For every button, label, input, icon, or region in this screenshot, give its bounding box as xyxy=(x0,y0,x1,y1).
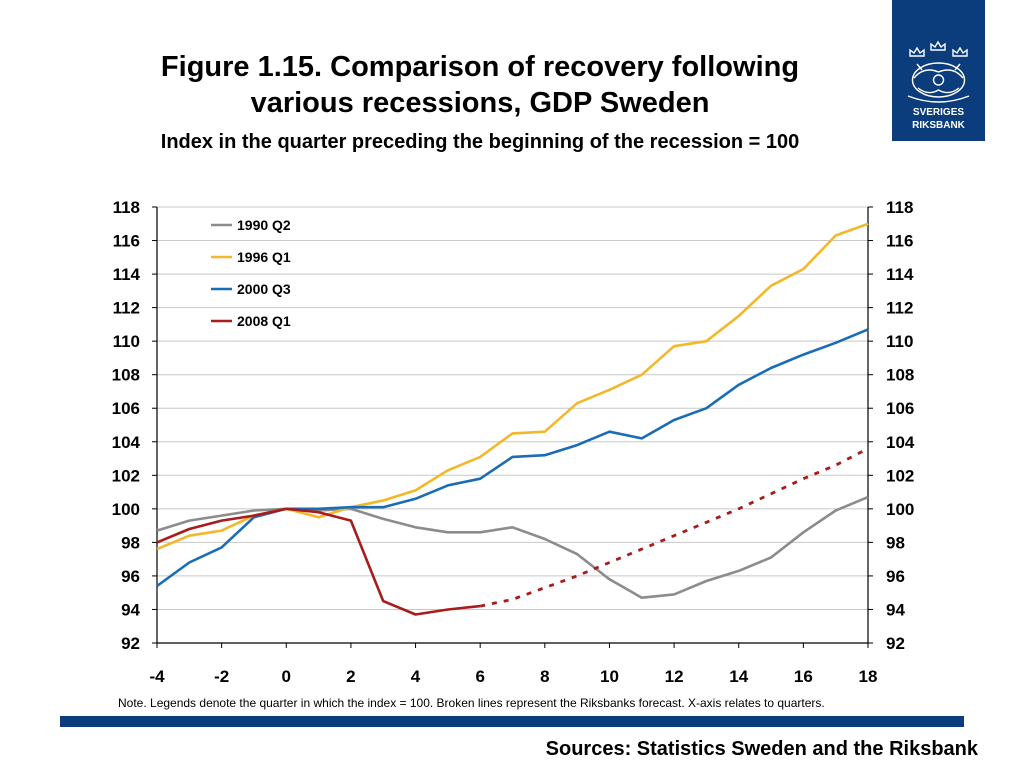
y-tick-label: 102 xyxy=(112,466,140,485)
y2-tick-label: 110 xyxy=(886,332,913,351)
series-line-2000-q3 xyxy=(156,328,869,588)
series-line-1996-q1 xyxy=(156,222,869,551)
y-tick-label: 96 xyxy=(121,567,140,586)
logo-text-line1: SVERIGES xyxy=(913,107,964,118)
y2-tick-label: 106 xyxy=(886,399,914,418)
x-tick-label: 12 xyxy=(665,667,684,686)
y-tick-label: 116 xyxy=(113,232,140,251)
y2-tick-label: 118 xyxy=(886,198,913,217)
y-tick-label: 106 xyxy=(112,399,140,418)
y2-tick-label: 116 xyxy=(886,232,913,251)
chart-title-line1: Figure 1.15. Comparison of recovery foll… xyxy=(160,51,800,83)
x-tick-label: 14 xyxy=(729,667,748,686)
legend: 1990 Q2 1996 Q1 2000 Q3 2008 Q1 xyxy=(211,217,291,329)
x-tick-label: 16 xyxy=(794,667,813,686)
y-tick-label: 92 xyxy=(121,634,140,653)
y-tick-label: 104 xyxy=(112,433,141,452)
y-tick-label: 118 xyxy=(113,198,140,217)
x-tick-label: 4 xyxy=(411,667,421,686)
y-tick-label: 114 xyxy=(113,265,141,284)
sources-text: Sources: Statistics Sweden and the Riksb… xyxy=(545,738,978,760)
chart-note: Note. Legends denote the quarter in whic… xyxy=(118,696,825,710)
axes xyxy=(152,206,873,648)
riksbank-logo: SVERIGES RIKSBANK xyxy=(892,0,985,141)
gridlines xyxy=(157,206,868,610)
x-tick-label: 6 xyxy=(475,667,484,686)
logo-text-line2: RIKSBANK xyxy=(912,120,966,131)
x-tick-label: -4 xyxy=(149,667,165,686)
x-tick-label: 10 xyxy=(600,667,619,686)
x-tick-label: 0 xyxy=(282,667,291,686)
y2-tick-label: 100 xyxy=(886,500,914,519)
y-tick-label: 110 xyxy=(113,332,140,351)
chart-title-line2: various recessions, GDP Sweden xyxy=(250,87,710,119)
y2-tick-label: 102 xyxy=(886,466,914,485)
y2-tick-label: 108 xyxy=(886,366,914,385)
footer-bar xyxy=(60,716,964,727)
x-tick-label: 18 xyxy=(859,667,878,686)
chart-subtitle: Index in the quarter preceding the begin… xyxy=(160,131,800,153)
series-lines xyxy=(156,222,869,616)
legend-label: 2000 Q3 xyxy=(237,281,291,297)
y-tick-label: 108 xyxy=(112,366,140,385)
y-tick-label: 100 xyxy=(112,500,140,519)
y2-tick-label: 112 xyxy=(886,299,913,318)
x-tick-label: 8 xyxy=(540,667,549,686)
y2-tick-label: 104 xyxy=(886,433,915,452)
y-tick-label: 112 xyxy=(113,299,140,318)
forecast-line-2008-q1 xyxy=(479,447,869,608)
y2-tick-label: 96 xyxy=(886,567,905,586)
y2-tick-label: 94 xyxy=(886,600,905,619)
y2-tick-label: 92 xyxy=(886,634,905,653)
series-line-2008-q1 xyxy=(156,507,481,616)
y2-tick-label: 98 xyxy=(886,533,905,552)
series-line-1990-q2 xyxy=(156,495,869,600)
y-tick-label: 98 xyxy=(121,533,140,552)
x-tick-label: -2 xyxy=(214,667,229,686)
legend-label: 2008 Q1 xyxy=(237,313,291,329)
x-tick-label: 2 xyxy=(346,667,355,686)
y-tick-label: 94 xyxy=(121,600,140,619)
crown-crest-icon: SVERIGES RIKSBANK xyxy=(907,40,970,131)
legend-label: 1990 Q2 xyxy=(237,217,291,233)
y2-tick-label: 114 xyxy=(886,265,914,284)
legend-label: 1996 Q1 xyxy=(237,249,291,265)
